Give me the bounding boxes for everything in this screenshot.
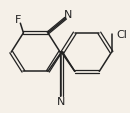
Text: Cl: Cl <box>116 29 127 39</box>
Text: N: N <box>64 10 72 20</box>
Text: F: F <box>15 15 21 25</box>
Text: N: N <box>57 96 66 106</box>
